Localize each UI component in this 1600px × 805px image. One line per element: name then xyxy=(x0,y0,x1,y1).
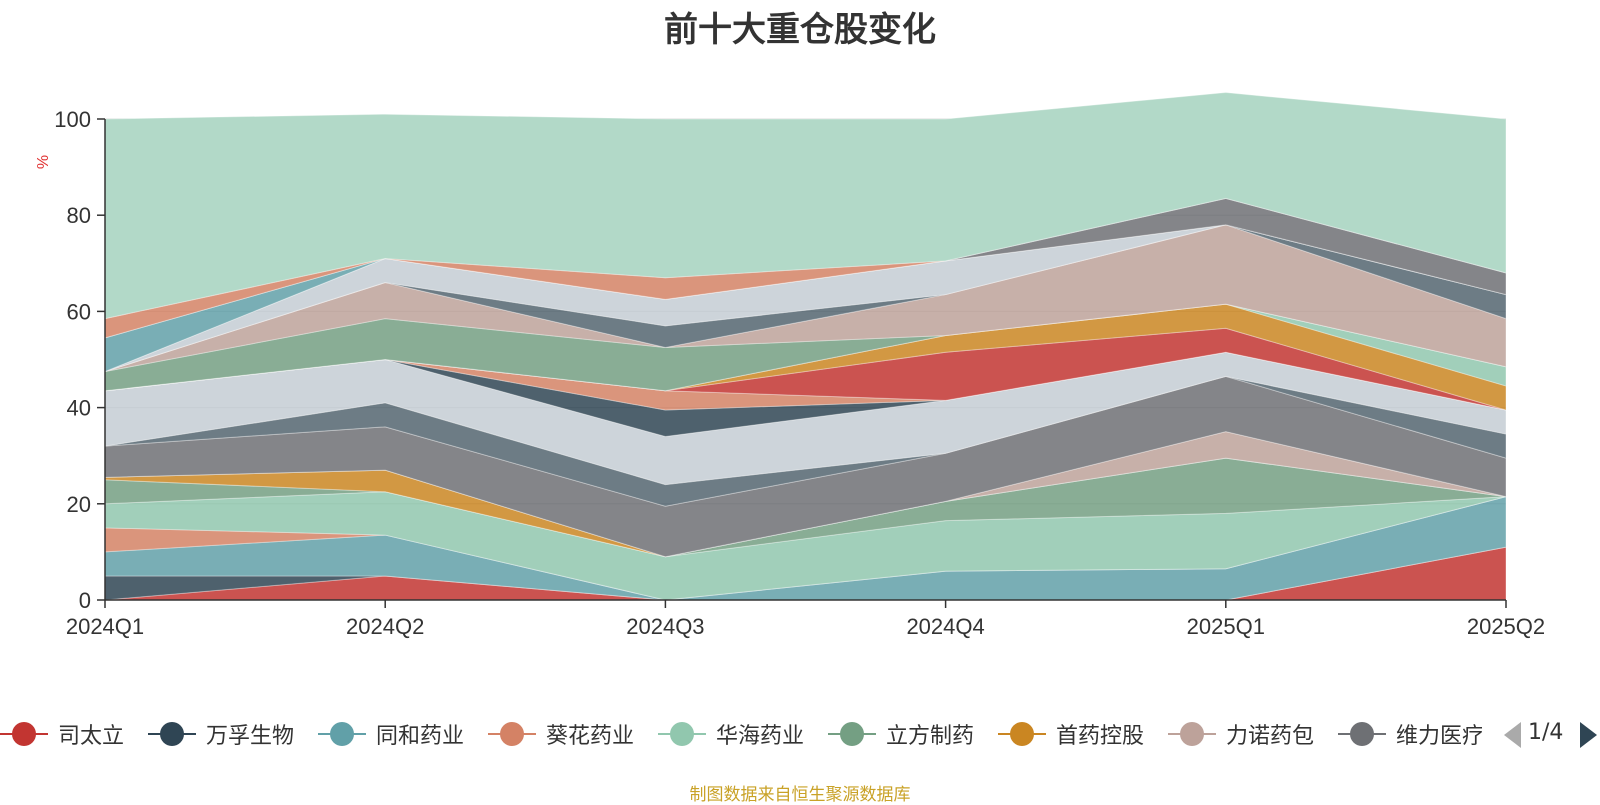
y-tick-label: 40 xyxy=(67,396,91,421)
legend-item[interactable]: 同和药业 xyxy=(318,716,464,752)
legend-label: 维力医疗 xyxy=(1396,724,1482,749)
x-tick-label: 2024Q4 xyxy=(906,614,984,639)
legend-marker-icon xyxy=(148,722,196,746)
y-tick-label: 80 xyxy=(67,203,91,228)
legend-label: 葵花药业 xyxy=(546,724,635,749)
legend-next-page-icon[interactable] xyxy=(1580,722,1597,748)
legend-marker-icon xyxy=(1168,722,1216,746)
legend-label: 同和药业 xyxy=(376,724,465,749)
axes: 0 20 40 60 80 100 2024Q1 2024Q2 2024Q3 2024Q4 2025… xyxy=(54,107,1545,639)
legend-item[interactable]: 维力医疗 xyxy=(1338,716,1482,752)
legend: 司太立 万孚生物 同和药业 葵花药业 华海药业 立方制药 首药控股 力诺药包 维力医疗 1/4 xyxy=(0,716,1600,752)
legend-marker-icon xyxy=(0,722,48,746)
legend-marker-icon xyxy=(1338,722,1386,746)
area-series-16[interactable] xyxy=(104,303,1507,392)
source-note: 制图数据来自恒生聚源数据库 xyxy=(689,785,911,805)
legend-item[interactable]: 葵花药业 xyxy=(488,716,634,752)
legend-label: 华海药业 xyxy=(716,724,805,749)
legend-marker-icon xyxy=(658,722,706,746)
legend-marker-icon xyxy=(828,722,876,746)
legend-page-indicator: 1/4 xyxy=(1528,720,1564,745)
y-tick-label: 20 xyxy=(67,492,91,517)
area-series-23[interactable] xyxy=(104,92,1507,320)
legend-marker-icon xyxy=(998,722,1046,746)
x-tick-label: 2024Q3 xyxy=(626,614,704,639)
x-tick-label: 2024Q2 xyxy=(346,614,424,639)
x-tick-label: 2024Q1 xyxy=(66,614,144,639)
legend-label: 力诺药包 xyxy=(1226,724,1315,749)
legend-label: 万孚生物 xyxy=(206,724,295,749)
y-tick-label: 0 xyxy=(79,588,91,613)
legend-item[interactable]: 万孚生物 xyxy=(148,716,294,752)
area-series xyxy=(104,92,1507,601)
x-tick-label: 2025Q1 xyxy=(1187,614,1265,639)
legend-label: 首药控股 xyxy=(1056,724,1145,749)
legend-label: 立方制药 xyxy=(886,724,975,749)
y-tick-label: 60 xyxy=(67,299,91,324)
legend-item[interactable]: 华海药业 xyxy=(658,716,804,752)
y-axis-unit-label: % xyxy=(35,155,52,169)
area-series-18[interactable] xyxy=(104,224,1507,373)
legend-items: 司太立 万孚生物 同和药业 葵花药业 华海药业 立方制药 首药控股 力诺药包 维力医疗 xyxy=(0,716,1482,752)
legend-marker-icon xyxy=(488,722,536,746)
legend-item[interactable]: 力诺药包 xyxy=(1168,716,1314,752)
legend-label: 司太立 xyxy=(58,724,125,749)
legend-item[interactable]: 司太立 xyxy=(0,716,124,752)
y-tick-label: 100 xyxy=(54,107,91,132)
area-chart: 0 20 40 60 80 100 2024Q1 2024Q2 2024Q3 2024Q4 2025… xyxy=(35,92,1545,639)
x-tick-label: 2025Q2 xyxy=(1467,614,1545,639)
legend-item[interactable]: 首药控股 xyxy=(998,716,1144,752)
chart-title: 前十大重仓股变化 xyxy=(664,10,936,50)
legend-item[interactable]: 立方制药 xyxy=(828,716,974,752)
legend-prev-page-icon[interactable] xyxy=(1504,722,1521,748)
legend-marker-icon xyxy=(318,722,366,746)
area-series-9[interactable] xyxy=(104,375,1507,507)
